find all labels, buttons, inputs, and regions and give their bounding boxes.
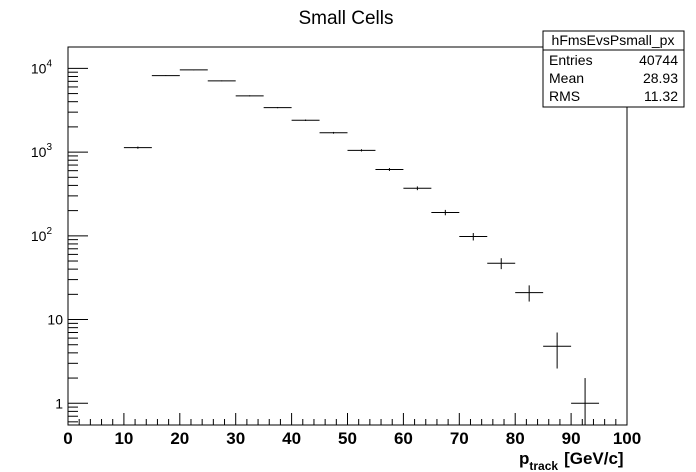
histogram-bin bbox=[571, 378, 600, 425]
histogram-bin bbox=[403, 186, 432, 191]
y-tick-label: 103 bbox=[31, 142, 53, 160]
x-axis-title-unit: [GeV/c] bbox=[564, 449, 624, 468]
stats-box: hFmsEvsPsmall_px Entries 40744 Mean 28.9… bbox=[542, 30, 685, 108]
x-tick-label: 30 bbox=[226, 429, 245, 448]
stats-mean-label: Mean bbox=[549, 70, 584, 86]
x-tick-label: 100 bbox=[613, 429, 641, 448]
x-tick-label: 40 bbox=[282, 429, 301, 448]
x-tick-label: 80 bbox=[506, 429, 525, 448]
histogram-bins bbox=[123, 69, 600, 425]
x-tick-label: 70 bbox=[450, 429, 469, 448]
histogram-bin bbox=[179, 69, 208, 71]
x-axis-title-subscript: track bbox=[529, 459, 558, 472]
histogram-bin bbox=[459, 233, 488, 241]
histogram-bin bbox=[291, 119, 320, 122]
x-tick-label: 10 bbox=[114, 429, 133, 448]
x-axis-title: ptrack [GeV/c] bbox=[519, 449, 624, 472]
y-tick-label: 104 bbox=[31, 58, 53, 76]
stats-rms-value: 11.32 bbox=[644, 88, 678, 104]
x-tick-label: 50 bbox=[338, 429, 357, 448]
stats-rms-label: RMS bbox=[549, 88, 580, 104]
histogram-bin bbox=[543, 332, 572, 369]
x-axis-title-main: p bbox=[519, 449, 529, 468]
histogram-bin bbox=[487, 258, 516, 270]
x-tick-label: 20 bbox=[170, 429, 189, 448]
histogram-bin bbox=[235, 95, 264, 97]
stats-box-name: hFmsEvsPsmall_px bbox=[552, 32, 675, 48]
histogram-bin bbox=[123, 146, 152, 149]
histogram-bin bbox=[431, 209, 460, 216]
y-tick-label: 10 bbox=[47, 312, 63, 328]
stats-entries-label: Entries bbox=[549, 52, 593, 68]
histogram-bin bbox=[375, 168, 404, 171]
histogram-bin bbox=[515, 285, 544, 302]
y-tick-label: 102 bbox=[31, 226, 53, 244]
stats-mean-value: 28.93 bbox=[643, 70, 678, 86]
stats-box-frame bbox=[542, 30, 685, 108]
y-tick-label: 1 bbox=[55, 395, 63, 411]
x-axis: 0 10 20 30 40 50 60 70 80 90 100 bbox=[63, 413, 641, 448]
x-tick-label: 0 bbox=[63, 429, 72, 448]
histogram-bin bbox=[151, 75, 180, 77]
histogram-bin bbox=[263, 106, 292, 109]
y-axis: 1 10 102 103 104 bbox=[31, 58, 88, 423]
chart-title: Small Cells bbox=[298, 8, 393, 29]
histogram-bin bbox=[347, 149, 376, 152]
stats-entries-value: 40744 bbox=[639, 52, 678, 68]
histogram-bin bbox=[319, 131, 348, 134]
x-tick-label: 60 bbox=[394, 429, 413, 448]
histogram-bin bbox=[207, 80, 236, 82]
x-tick-label: 90 bbox=[562, 429, 581, 448]
